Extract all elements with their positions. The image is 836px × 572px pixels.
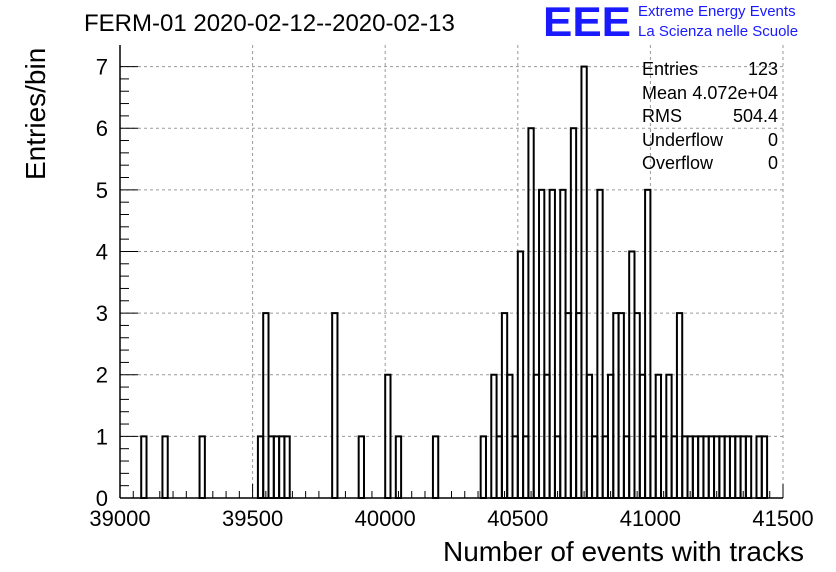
stat-value: 504.4 <box>732 106 778 126</box>
stat-value: 0 <box>767 129 778 150</box>
y-tick-label: 1 <box>96 424 108 449</box>
histogram-bin <box>140 435 148 499</box>
histogram-bin <box>161 435 169 499</box>
eee-logo-text: Extreme Energy Events La Scienza nelle S… <box>638 2 798 42</box>
stat-row-entries: Entries 123 <box>640 58 782 82</box>
chart-title: FERM-01 2020-02-12--2020-02-13 <box>84 10 455 37</box>
logo-line-2: La Scienza nelle Scuole <box>638 23 799 40</box>
y-tick-label: 4 <box>96 239 108 264</box>
grid-lines <box>119 45 784 498</box>
histogram-bin <box>431 435 440 499</box>
x-tick-label: 41000 <box>620 506 681 531</box>
eee-logo-letters: EEE <box>543 1 631 41</box>
histogram-bin <box>760 435 769 499</box>
stats-box: Entries 123 Mean 4.072e+04 RMS 504.4 Und… <box>640 58 782 176</box>
histogram-bin <box>331 312 339 500</box>
logo-line-1: Extreme Energy Events <box>638 3 796 20</box>
stat-row-underflow: Underflow 0 <box>640 129 782 153</box>
histogram-bin <box>198 435 206 499</box>
stat-key: Underflow <box>642 129 724 150</box>
x-axis-label: Number of events with tracks <box>442 536 804 567</box>
stat-row-mean: Mean 4.072e+04 <box>640 82 782 106</box>
histogram-bin <box>744 435 753 499</box>
y-tick-label: 6 <box>96 116 108 141</box>
histogram-bin <box>283 435 291 499</box>
x-tick-label: 40000 <box>355 506 416 531</box>
stat-key: Mean <box>642 82 688 103</box>
histogram-bin <box>394 435 403 499</box>
x-tick-label: 41500 <box>752 506 813 531</box>
histogram-bin <box>384 373 392 499</box>
eee-logo: EEE <box>543 1 631 41</box>
x-tick-label: 39000 <box>89 506 150 531</box>
y-tick-label: 0 <box>96 486 108 511</box>
y-tick-label: 5 <box>96 178 108 203</box>
y-tick-label: 2 <box>96 363 108 388</box>
histogram-bin <box>479 435 487 499</box>
stat-value: 4.072e+04 <box>692 82 778 103</box>
stat-row-overflow: Overflow 0 <box>640 152 782 176</box>
stat-row-rms: RMS 504.4 <box>640 105 782 129</box>
x-tick-label: 39500 <box>222 506 283 531</box>
y-tick-label: 7 <box>96 55 108 80</box>
stat-key: Overflow <box>642 153 714 173</box>
y-axis-label: Entries/bin <box>20 47 51 180</box>
stat-value: 123 <box>747 59 778 79</box>
histogram-bin <box>357 435 365 499</box>
y-tick-label: 3 <box>96 301 108 326</box>
stat-value: 0 <box>767 153 778 173</box>
stat-key: RMS <box>642 106 682 126</box>
stat-key: Entries <box>642 59 699 79</box>
x-tick-label: 40500 <box>487 506 548 531</box>
